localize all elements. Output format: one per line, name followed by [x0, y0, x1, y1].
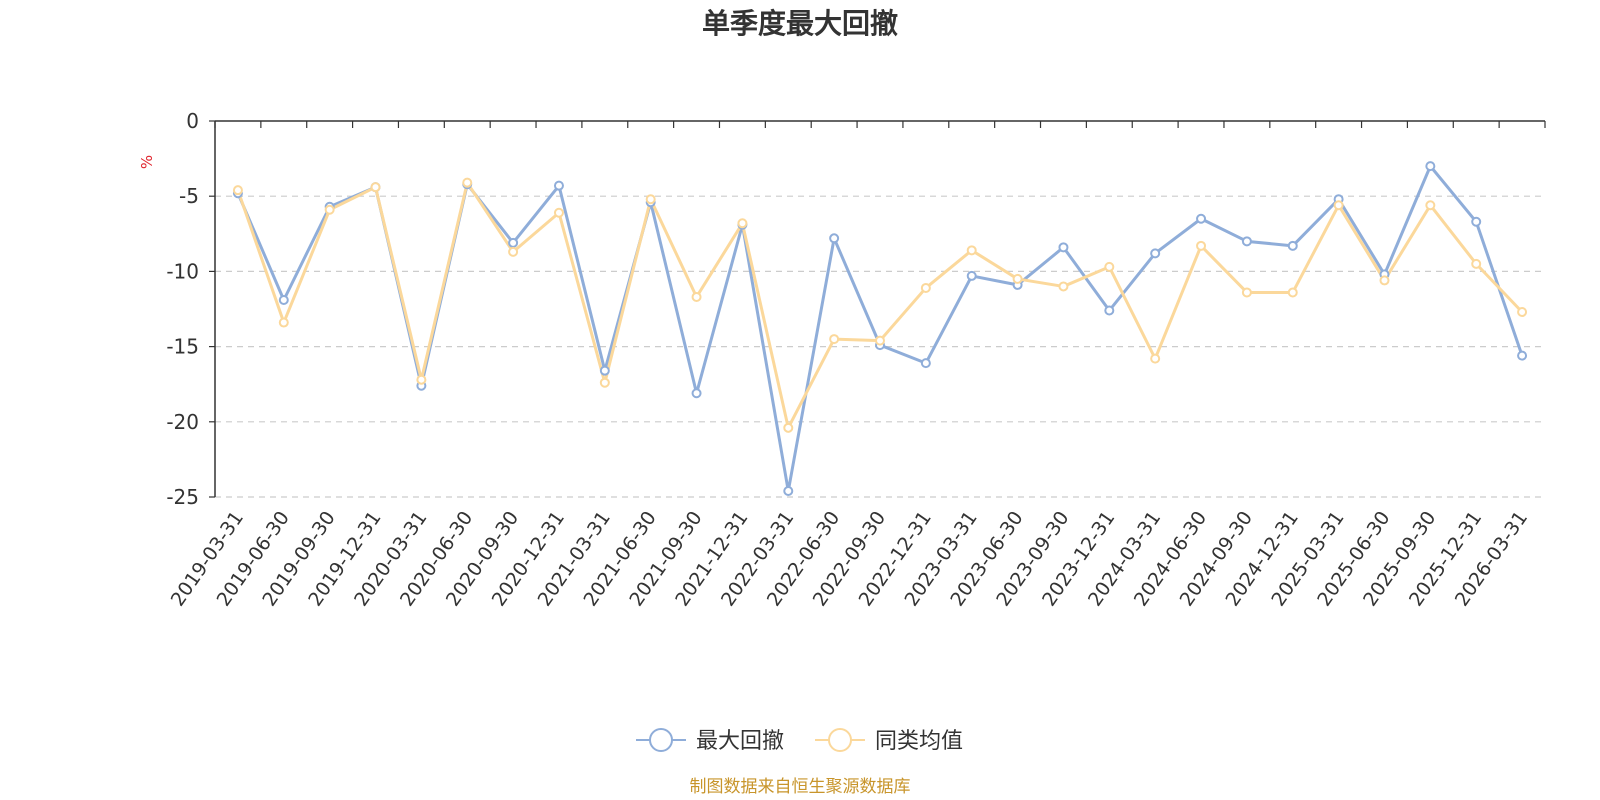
y-axis-unit: %	[138, 155, 156, 169]
series-2-point	[1058, 281, 1069, 292]
series-line-1	[236, 164, 1524, 493]
series-2-point	[875, 335, 885, 346]
series-2-point	[783, 422, 794, 433]
series-2-point	[1104, 261, 1115, 272]
series-1-point	[1196, 213, 1207, 224]
series-2-point	[645, 194, 656, 205]
series-1-point	[1471, 216, 1482, 227]
series-2-point	[553, 207, 564, 218]
y-tick-label: -20	[166, 410, 199, 434]
series-1-point	[508, 237, 519, 248]
series-1-point	[1150, 248, 1161, 259]
series-1-point	[553, 180, 564, 191]
series-2-point	[1517, 307, 1528, 318]
data-source-note: 制图数据来自恒生聚源数据库	[690, 777, 911, 797]
series-1-point	[691, 388, 702, 399]
series-2-point	[508, 246, 519, 257]
chart-title: 单季度最大回撤	[702, 7, 898, 40]
series-2-point	[1471, 258, 1482, 269]
legend-marker	[828, 728, 852, 752]
series-2-point	[1150, 353, 1161, 364]
series-1-point	[783, 485, 794, 496]
series-1-point	[599, 365, 610, 376]
series-2-point	[920, 282, 931, 293]
series-2-point	[599, 377, 610, 388]
series-2-point	[691, 291, 702, 302]
series-1-point	[920, 358, 931, 369]
y-tick-label: 0	[186, 109, 199, 133]
series-2-point	[416, 374, 427, 385]
y-tick-label: -25	[166, 485, 199, 509]
series-2-point	[1196, 240, 1207, 251]
series-2-point	[1012, 273, 1023, 284]
series-line-2	[236, 181, 1524, 430]
series-2-point	[1379, 275, 1390, 286]
series-2-point	[370, 182, 381, 193]
series-2-point	[1333, 200, 1344, 211]
series-1-point	[966, 270, 977, 281]
series-2-point	[1287, 287, 1298, 298]
series-1-point	[1425, 161, 1436, 172]
series-1-point	[1058, 242, 1069, 253]
series-1-point	[1104, 305, 1115, 316]
series-2-point	[966, 245, 977, 256]
legend-label[interactable]: 最大回撤	[696, 729, 784, 754]
series-2-point	[1241, 287, 1252, 298]
y-tick-label: -15	[166, 335, 199, 359]
legend[interactable]: 最大回撤 同类均值	[636, 728, 963, 754]
series-2-point	[1425, 200, 1436, 211]
series-2-point	[278, 317, 289, 328]
series-2-point	[737, 218, 748, 229]
series-1-point	[829, 233, 840, 244]
series-2-point	[232, 185, 243, 196]
series-2-point	[462, 177, 473, 188]
series-1-point	[278, 294, 289, 305]
series-1-point	[1241, 236, 1252, 247]
legend-marker	[649, 728, 673, 752]
series-1-point	[1287, 240, 1298, 251]
series	[232, 161, 1528, 496]
legend-label[interactable]: 同类均值	[875, 729, 963, 754]
series-2-point	[324, 204, 335, 215]
series-1-point	[1517, 350, 1528, 361]
y-tick-label: -5	[179, 184, 199, 208]
y-tick-label: -10	[166, 259, 199, 283]
series-2-point	[829, 334, 840, 345]
